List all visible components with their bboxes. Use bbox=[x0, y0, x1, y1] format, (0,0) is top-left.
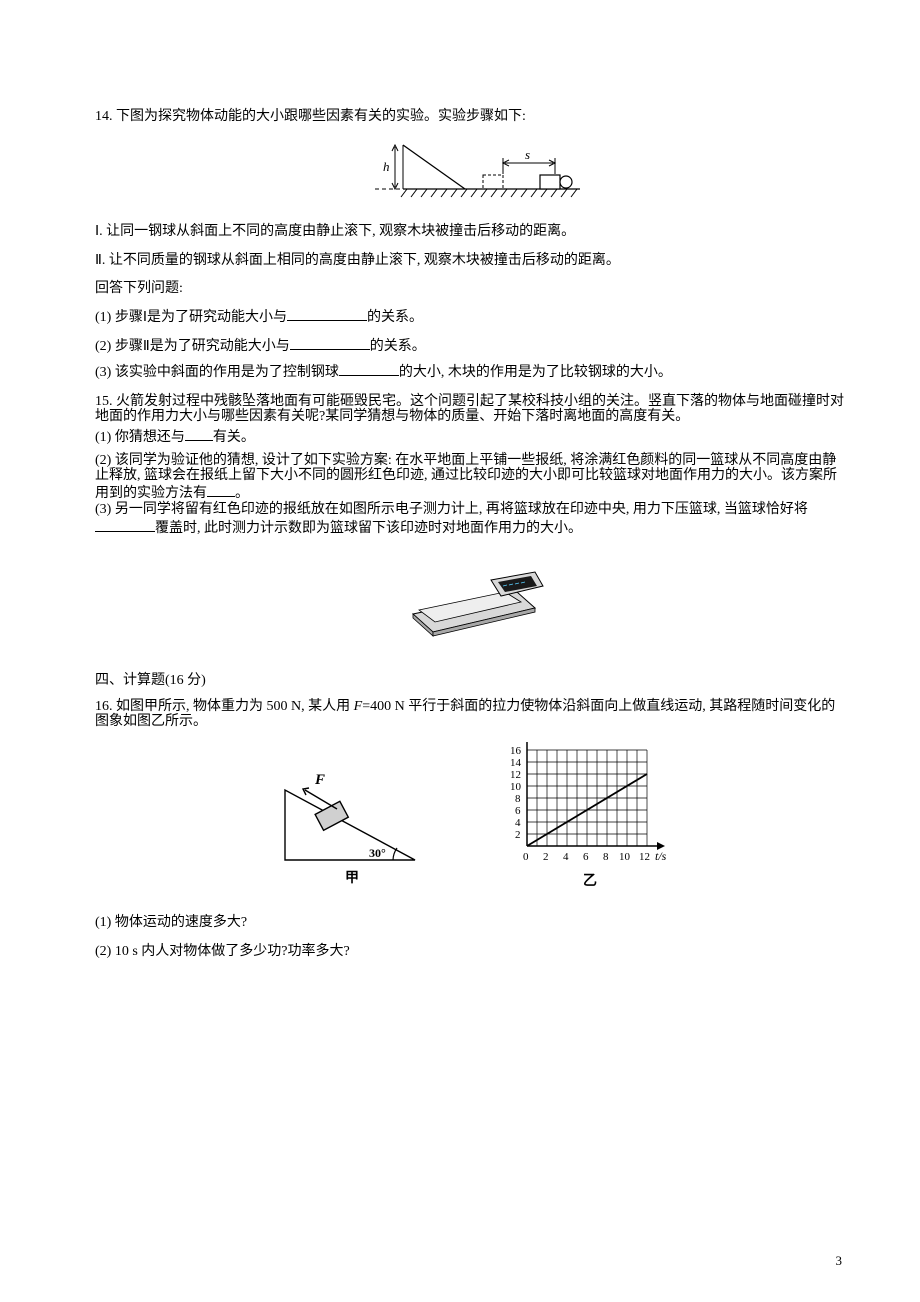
q15-p1a: (1) 你猜想还与 bbox=[95, 430, 185, 445]
q16-stem: 16. 如图甲所示, 物体重力为 500 N, 某人用 F=400 N 平行于斜… bbox=[95, 700, 845, 729]
q14-p3: (3) 该实验中斜面的作用是为了控制钢球 的大小, 木块的作用是为了比较钢球的大小… bbox=[95, 362, 845, 381]
q16-F: F bbox=[354, 699, 363, 714]
ylabel: 4 bbox=[515, 817, 521, 829]
q14-step2: Ⅱ. 让不同质量的钢球从斜面上相同的高度由静止滚下, 观察木块被撞击后移动的距离… bbox=[95, 248, 845, 275]
xlabel: 12 bbox=[639, 851, 650, 863]
q16-left-figure: F 30° 甲 bbox=[265, 760, 435, 901]
blank-field[interactable] bbox=[290, 336, 370, 350]
xlabel: 6 bbox=[583, 851, 589, 863]
caption-jia: 甲 bbox=[345, 870, 359, 886]
xlabel: 4 bbox=[563, 851, 569, 863]
q14-p3b: 的大小, 木块的作用是为了比较钢球 bbox=[399, 365, 616, 380]
question-16: 16. 如图甲所示, 物体重力为 500 N, 某人用 F=400 N 平行于斜… bbox=[95, 700, 845, 965]
ylabel: 8 bbox=[515, 793, 521, 805]
question-15: 15. 火箭发射过程中残骸坠落地面有可能砸毁民宅。这个问题引起了某校科技小组的关… bbox=[95, 395, 845, 650]
q15-p3a: (3) 另一同学将留有红色印迹的报纸放在如图所示电子测力计上, 再将篮球放在印迹… bbox=[95, 502, 808, 517]
ylabel: 14 bbox=[510, 757, 522, 769]
ylabel: 12 bbox=[510, 769, 521, 781]
q14-p1: (1) 步骤Ⅰ是为了研究动能大小与 的关系。 bbox=[95, 305, 845, 332]
q15-p2: (2) 该同学为验证他的猜想, 设计了如下实验方案: 在水平地面上平铺一些报纸,… bbox=[95, 454, 845, 502]
ylabel: 6 bbox=[515, 805, 521, 817]
angle-label: 30° bbox=[369, 846, 386, 860]
q15-p3: (3) 另一同学将留有红色印迹的报纸放在如图所示电子测力计上, 再将篮球放在印迹… bbox=[95, 503, 845, 536]
blank-field[interactable] bbox=[95, 518, 155, 532]
ylabel: 16 bbox=[510, 745, 522, 757]
q14-p1b: 的关系。 bbox=[367, 310, 423, 325]
q15-p1: (1) 你猜想还与 有关。 bbox=[95, 425, 845, 452]
xlabel: 8 bbox=[603, 851, 609, 863]
F-label: F bbox=[314, 772, 325, 788]
s-label: s bbox=[525, 147, 530, 162]
x-axis-label: t/s bbox=[655, 849, 667, 863]
q16-p1: (1) 物体运动的速度多大? bbox=[95, 910, 845, 937]
q16-figures: F 30° 甲 bbox=[95, 740, 845, 901]
q16-line1a: 16. 如图甲所示, 物体重力为 500 N, 某人用 bbox=[95, 699, 354, 714]
xlabel: 10 bbox=[619, 851, 631, 863]
q14-p3a: (3) 该实验中斜面的作用是为了控制钢球 bbox=[95, 365, 339, 380]
q14-p2a: (2) 步骤Ⅱ是为了研究动能大小与 bbox=[95, 339, 290, 354]
ylabel: 10 bbox=[510, 781, 522, 793]
q15-p1b: 有关。 bbox=[213, 430, 255, 445]
section-4-head: 四、计算题(16 分) bbox=[95, 668, 845, 695]
xlabel: 0 bbox=[523, 851, 529, 863]
q16-p2: (2) 10 s 内人对物体做了多少功?功率多大? bbox=[95, 939, 845, 966]
q16-chart: 16 14 12 10 8 6 4 2 0 2 4 6 8 10 12 t/s bbox=[495, 740, 675, 901]
caption-yi: 乙 bbox=[583, 873, 597, 889]
xlabel: 2 bbox=[543, 851, 549, 863]
q14-answer-head: 回答下列问题: bbox=[95, 276, 845, 303]
h-label: h bbox=[383, 159, 390, 174]
q14-p1a: (1) 步骤Ⅰ是为了研究动能大小与 bbox=[95, 310, 287, 325]
q15-p3b: 覆盖时, 此时测力计示数即为篮球留下该印迹时对地面作用力的大小。 bbox=[155, 521, 582, 536]
q14-p2b: 的关系。 bbox=[370, 339, 426, 354]
q14-p2: (2) 步骤Ⅱ是为了研究动能大小与 的关系。 bbox=[95, 334, 845, 361]
blank-field[interactable] bbox=[339, 362, 399, 376]
q14-p3c: 的大小。 bbox=[616, 365, 672, 380]
ylabel: 2 bbox=[515, 829, 521, 841]
question-14: 14. 下图为探究物体动能的大小跟哪些因素有关的实验。实验步骤如下: h bbox=[95, 104, 845, 381]
page-number: 3 bbox=[836, 1249, 843, 1274]
q14-diagram: h bbox=[95, 139, 845, 212]
q14-step1: Ⅰ. 让同一钢球从斜面上不同的高度由静止滚下, 观察木块被撞击后移动的距离。 bbox=[95, 219, 845, 246]
blank-field[interactable] bbox=[207, 483, 235, 497]
blank-field[interactable] bbox=[185, 427, 213, 441]
q15-scale-figure bbox=[95, 544, 845, 650]
blank-field[interactable] bbox=[287, 307, 367, 321]
q15-stem: 15. 火箭发射过程中残骸坠落地面有可能砸毁民宅。这个问题引起了某校科技小组的关… bbox=[95, 395, 845, 424]
q15-p2end: 。 bbox=[235, 486, 249, 501]
q14-stem: 14. 下图为探究物体动能的大小跟哪些因素有关的实验。实验步骤如下: bbox=[95, 104, 845, 131]
